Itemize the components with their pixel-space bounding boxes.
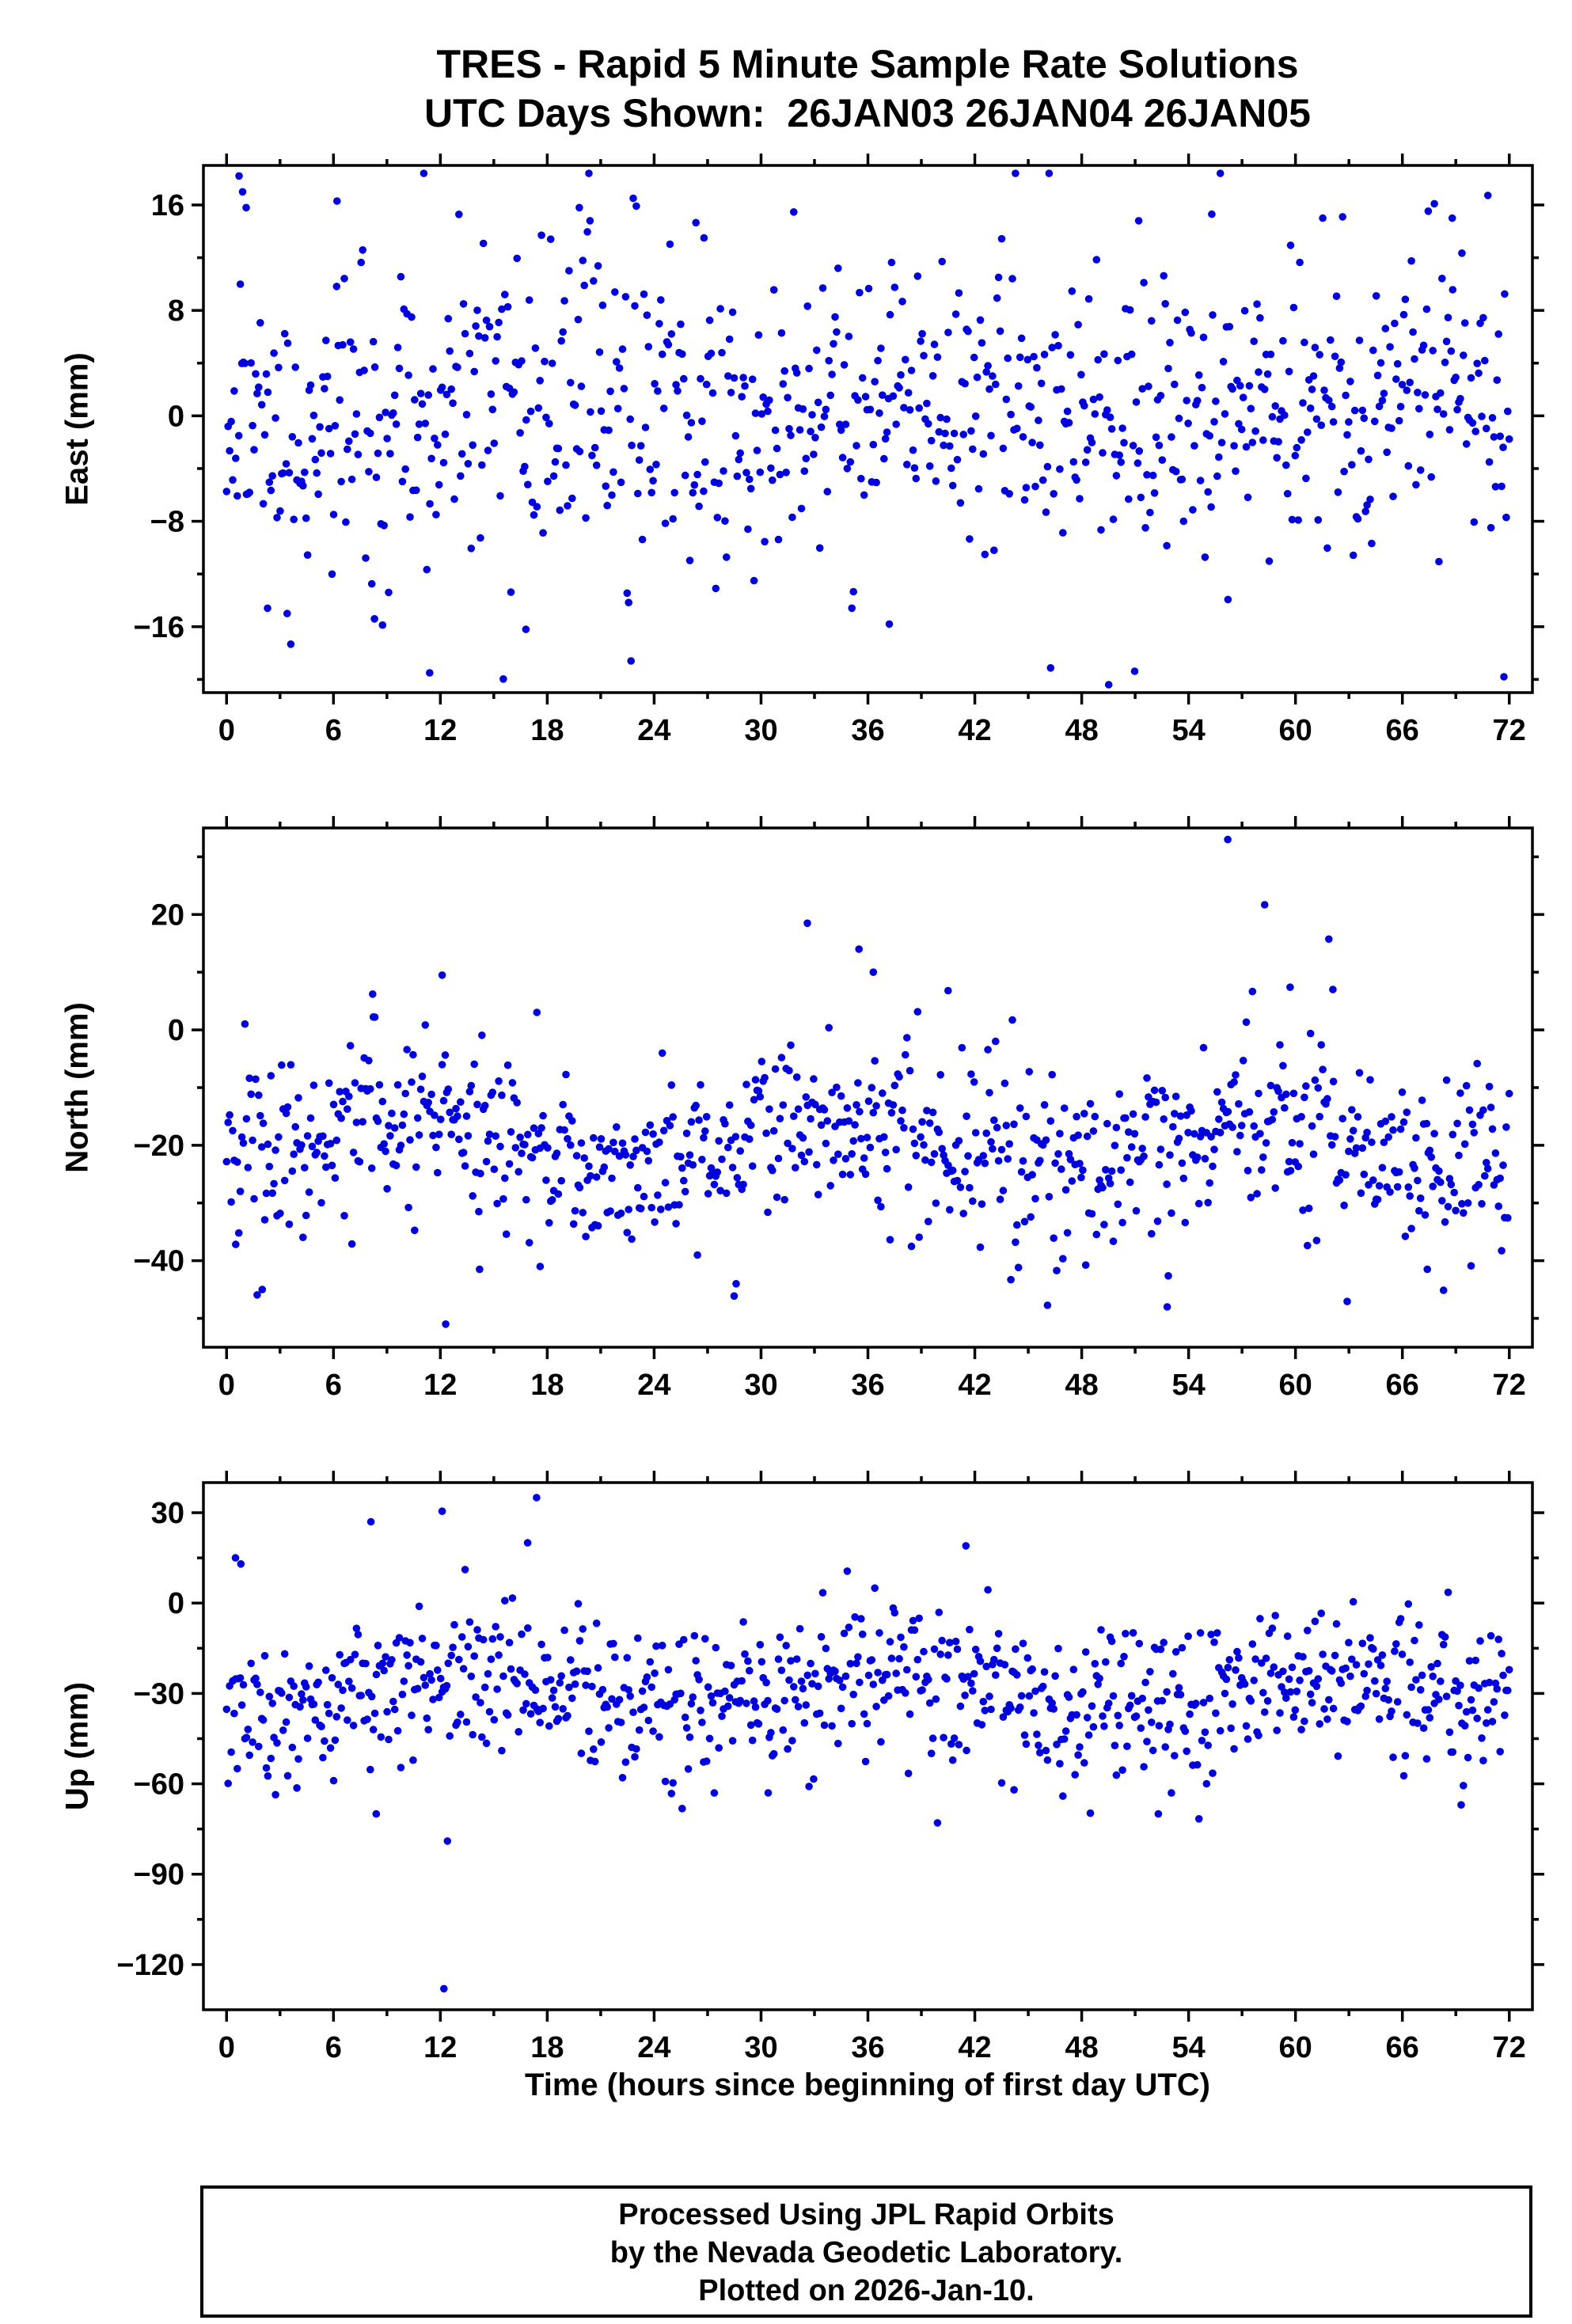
svg-text:16: 16 — [151, 189, 184, 222]
svg-text:24: 24 — [637, 714, 670, 747]
svg-text:0: 0 — [218, 1369, 235, 1402]
svg-text:18: 18 — [530, 2031, 564, 2064]
north-frame — [202, 826, 1534, 1349]
north-ticks — [192, 816, 1544, 1359]
svg-text:48: 48 — [1065, 714, 1098, 747]
svg-text:30: 30 — [744, 1369, 777, 1402]
svg-text:−40: −40 — [134, 1245, 184, 1278]
svg-text:66: 66 — [1386, 2031, 1419, 2064]
svg-text:6: 6 — [325, 2031, 342, 2064]
svg-text:48: 48 — [1065, 2031, 1098, 2064]
svg-text:−16: −16 — [134, 611, 184, 644]
footer-line-1: Processed Using JPL Rapid Orbits — [618, 2198, 1114, 2231]
svg-text:12: 12 — [423, 2031, 457, 2064]
svg-text:72: 72 — [1493, 1369, 1526, 1402]
svg-text:36: 36 — [851, 2031, 884, 2064]
north-panel: 0 6 12 18 24 30 36 42 48 54 60 66 72 −40 −20 0 20 — [134, 816, 1544, 1402]
svg-text:20: 20 — [151, 898, 184, 932]
svg-text:0: 0 — [218, 2031, 235, 2064]
svg-text:0: 0 — [218, 714, 235, 747]
svg-text:30: 30 — [151, 1497, 184, 1530]
svg-text:−8: −8 — [150, 506, 184, 539]
east-axis-label: East (mm) — [59, 352, 95, 506]
up-axis-label: Up (mm) — [59, 1681, 95, 1811]
svg-text:−60: −60 — [134, 1768, 184, 1802]
chart-title-line1: TRES - Rapid 5 Minute Sample Rate Soluti… — [436, 42, 1299, 86]
svg-text:−90: −90 — [134, 1859, 184, 1892]
svg-text:18: 18 — [530, 714, 564, 747]
svg-text:42: 42 — [958, 1369, 991, 1402]
svg-text:24: 24 — [637, 1369, 670, 1402]
svg-text:42: 42 — [958, 2031, 991, 2064]
svg-text:48: 48 — [1065, 1369, 1098, 1402]
up-tick-labels: 0 6 12 18 24 30 36 42 48 54 60 66 72 −120 −90 −60 −30 0 30 — [116, 1497, 1525, 2064]
footer-line-3: Plotted on 2026-Jan-10. — [698, 2274, 1035, 2307]
svg-text:6: 6 — [325, 714, 342, 747]
svg-text:8: 8 — [168, 294, 184, 328]
svg-text:54: 54 — [1171, 714, 1205, 747]
svg-text:18: 18 — [530, 1369, 564, 1402]
svg-text:66: 66 — [1386, 714, 1419, 747]
svg-text:72: 72 — [1493, 714, 1526, 747]
footer-box: Processed Using JPL Rapid Orbits by the … — [200, 2185, 1532, 2318]
svg-text:36: 36 — [851, 1369, 884, 1402]
north-axis-label: North (mm) — [59, 1002, 95, 1173]
svg-text:72: 72 — [1493, 2031, 1526, 2064]
svg-text:−30: −30 — [134, 1677, 184, 1711]
svg-text:30: 30 — [744, 2031, 777, 2064]
svg-text:42: 42 — [958, 714, 991, 747]
up-points — [222, 1494, 1513, 1993]
svg-text:60: 60 — [1279, 714, 1312, 747]
up-panel: 0 6 12 18 24 30 36 42 48 54 60 66 72 −120 −90 −60 −30 0 30 — [116, 1471, 1544, 2064]
svg-text:−120: −120 — [116, 1949, 184, 1982]
east-points — [222, 169, 1513, 689]
svg-text:6: 6 — [325, 1369, 342, 1402]
svg-text:0: 0 — [168, 1587, 184, 1620]
svg-text:54: 54 — [1171, 2031, 1205, 2064]
svg-text:24: 24 — [637, 2031, 670, 2064]
svg-text:12: 12 — [423, 714, 457, 747]
east-panel: 0 6 12 18 24 30 36 42 48 54 60 66 72 −16 −8 0 8 16 — [134, 154, 1544, 747]
time-axis-label: Time (hours since beginning of first day… — [525, 2068, 1210, 2102]
svg-text:66: 66 — [1386, 1369, 1419, 1402]
svg-text:60: 60 — [1279, 2031, 1312, 2064]
svg-text:0: 0 — [168, 400, 184, 433]
up-frame — [202, 1481, 1534, 2011]
svg-text:−20: −20 — [134, 1130, 184, 1163]
footer-line-2: by the Nevada Geodetic Laboratory. — [609, 2236, 1123, 2269]
svg-text:0: 0 — [168, 1014, 184, 1047]
east-ticks — [192, 154, 1544, 704]
svg-text:60: 60 — [1279, 1369, 1312, 1402]
svg-text:30: 30 — [744, 714, 777, 747]
svg-text:12: 12 — [423, 1369, 457, 1402]
east-tick-labels: 0 6 12 18 24 30 36 42 48 54 60 66 72 −16 −8 0 8 16 — [134, 189, 1526, 747]
svg-text:36: 36 — [851, 714, 884, 747]
chart-title-line2: UTC Days Shown: 26JAN03 26JAN04 26JAN05 — [424, 91, 1311, 135]
north-points — [222, 835, 1513, 1328]
north-tick-labels: 0 6 12 18 24 30 36 42 48 54 60 66 72 −40 −20 0 20 — [134, 898, 1526, 1402]
east-frame — [202, 164, 1534, 694]
up-ticks — [192, 1471, 1544, 2022]
svg-text:54: 54 — [1171, 1369, 1205, 1402]
